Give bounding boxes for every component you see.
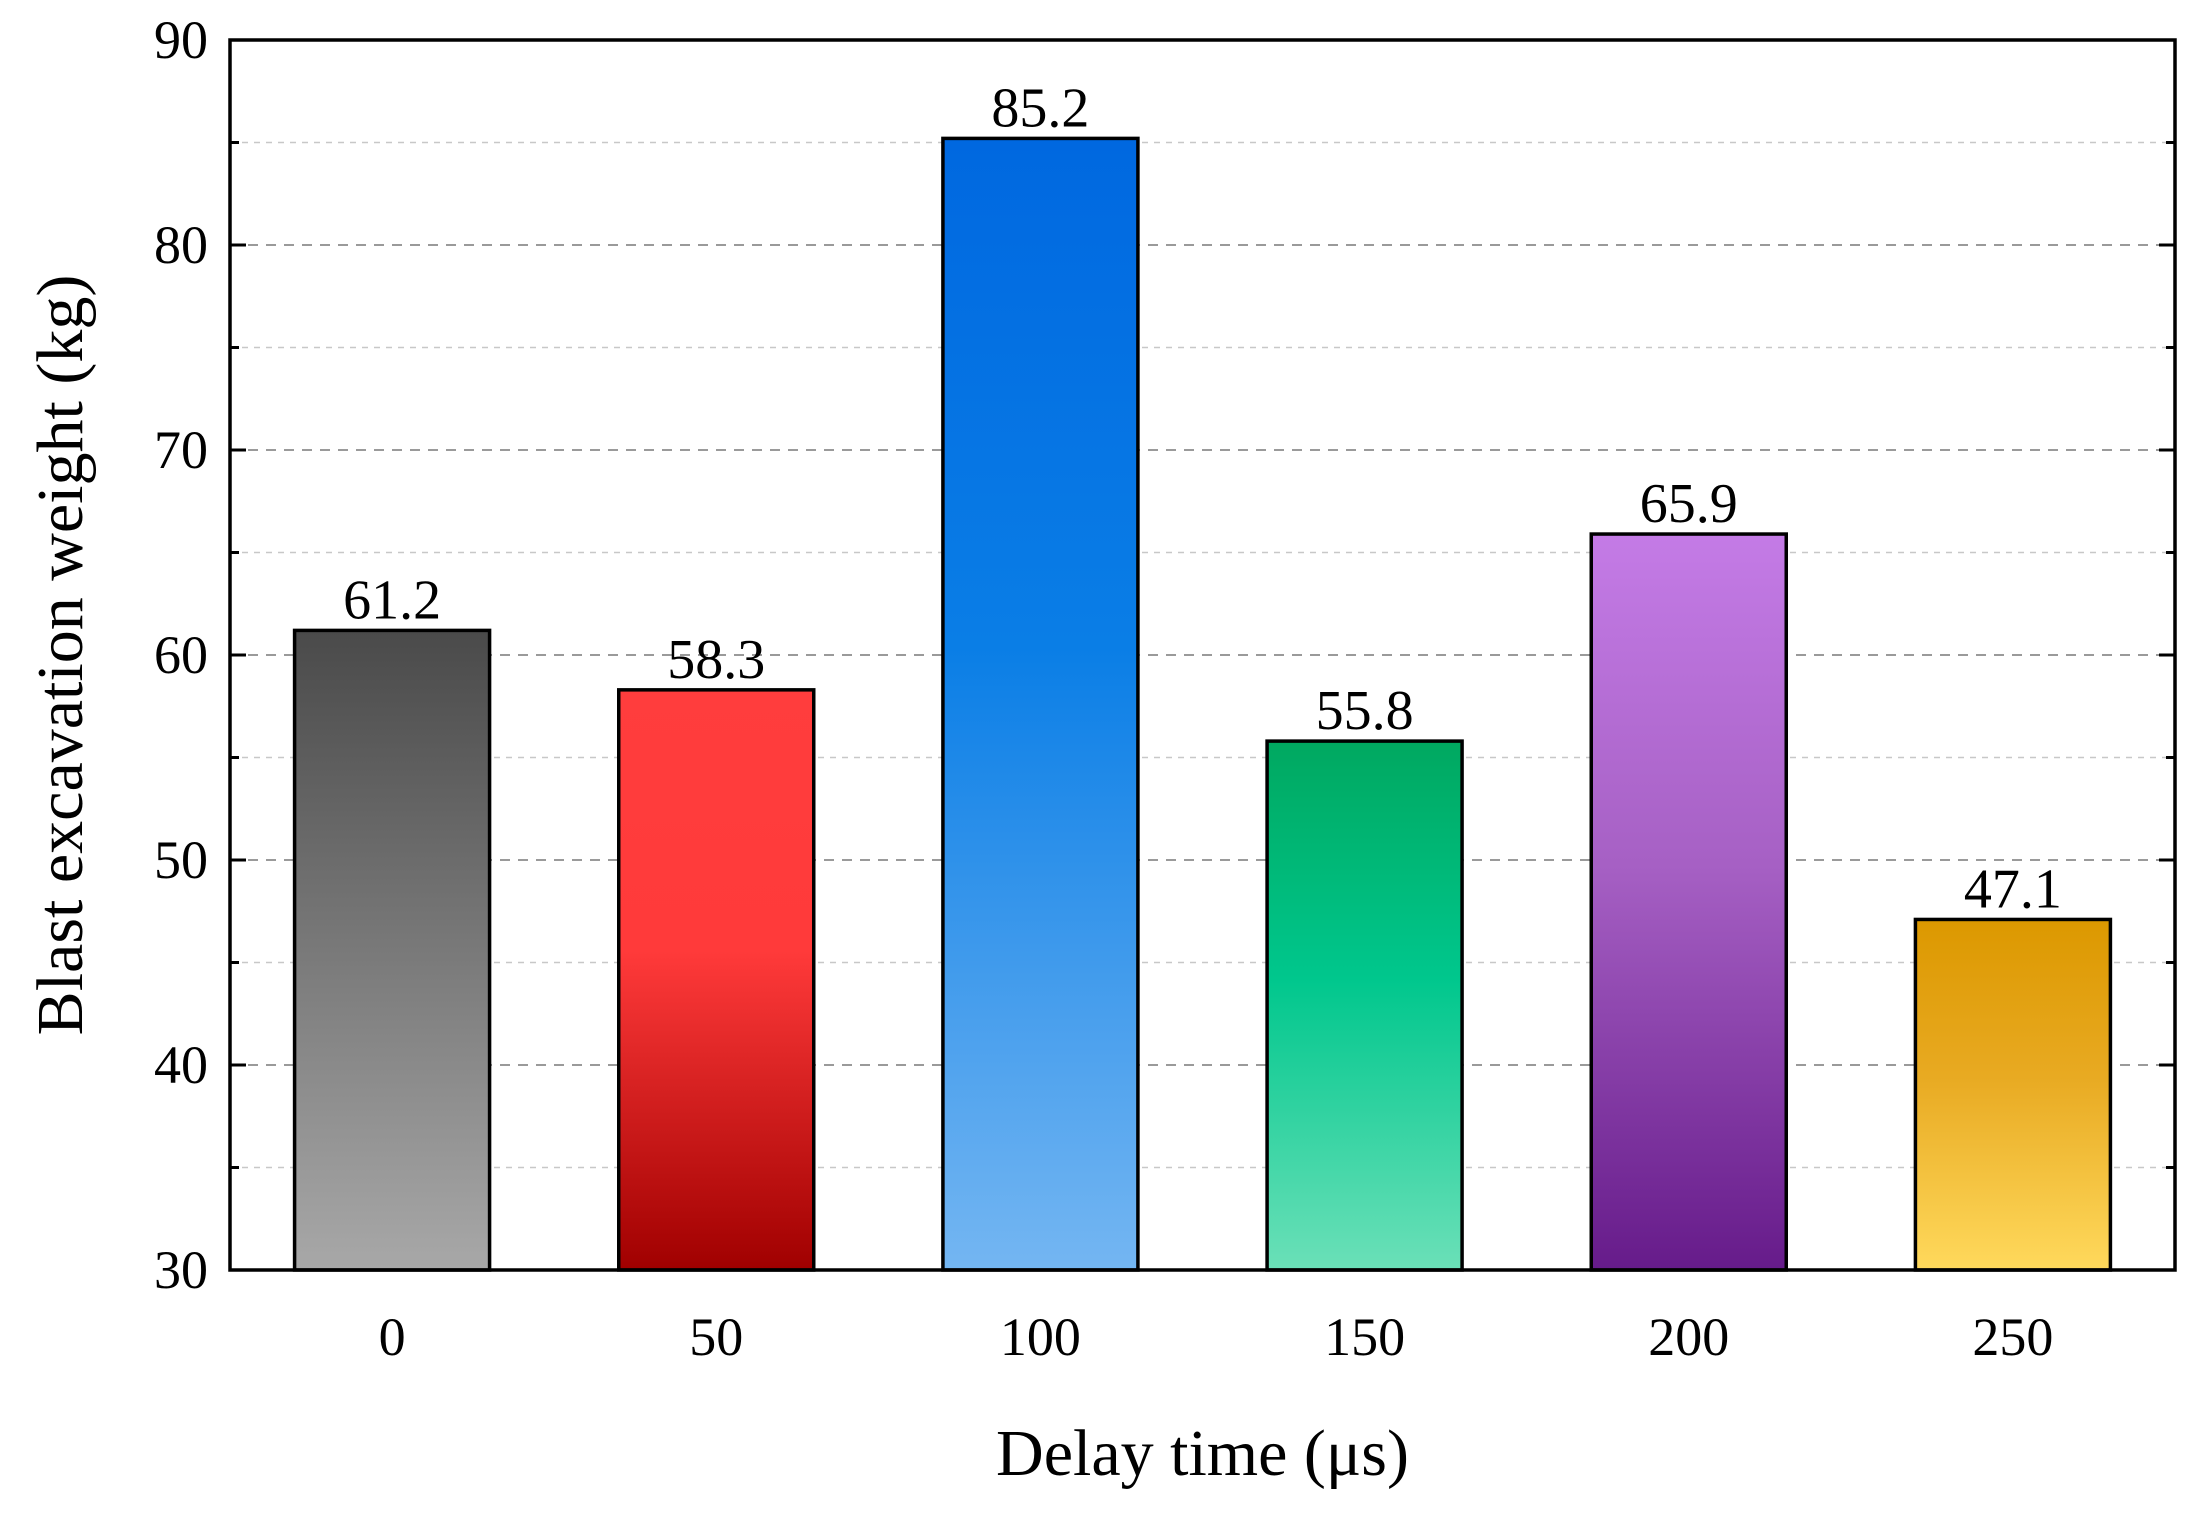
bar-150	[1265, 739, 1464, 1272]
x-tick-label-50: 50	[689, 1307, 743, 1367]
data-label-50: 58.3	[667, 629, 765, 691]
bar-100	[941, 136, 1140, 1272]
data-label-200: 65.9	[1640, 473, 1738, 535]
x-axis-title: Delay time (μs)	[996, 1417, 1409, 1490]
bar-50	[617, 688, 816, 1272]
x-tick-label-0: 0	[379, 1307, 406, 1367]
y-tick-label-70: 70	[154, 420, 208, 480]
y-tick-label-60: 60	[154, 625, 208, 685]
y-tick-label-40: 40	[154, 1035, 208, 1095]
labels: 61.2 0 58.3 50 85.2 100 55.8 150 65.9 200 47.1 250 3…	[154, 10, 2062, 1367]
y-tick-label-80: 80	[154, 215, 208, 275]
axes	[228, 38, 2177, 1272]
grid-lines	[230, 141, 2175, 1169]
bar-250	[1913, 917, 2113, 1272]
data-label-100: 85.2	[991, 77, 1089, 139]
bars	[292, 136, 2113, 1272]
y-tick-label-30: 30	[154, 1240, 208, 1300]
x-tick-label-250: 250	[1972, 1307, 2053, 1367]
data-label-150: 55.8	[1316, 680, 1414, 742]
y-tick-label-90: 90	[154, 10, 208, 70]
data-label-250: 47.1	[1964, 858, 2062, 920]
data-label-0: 61.2	[343, 569, 441, 631]
x-tick-label-100: 100	[1000, 1307, 1081, 1367]
bar-200	[1589, 532, 1788, 1272]
y-tick-label-50: 50	[154, 830, 208, 890]
x-tick-label-200: 200	[1648, 1307, 1729, 1367]
y-axis-title: Blast excavation weight (kg)	[24, 275, 97, 1036]
bar-0	[292, 628, 492, 1272]
x-tick-label-150: 150	[1324, 1307, 1405, 1367]
